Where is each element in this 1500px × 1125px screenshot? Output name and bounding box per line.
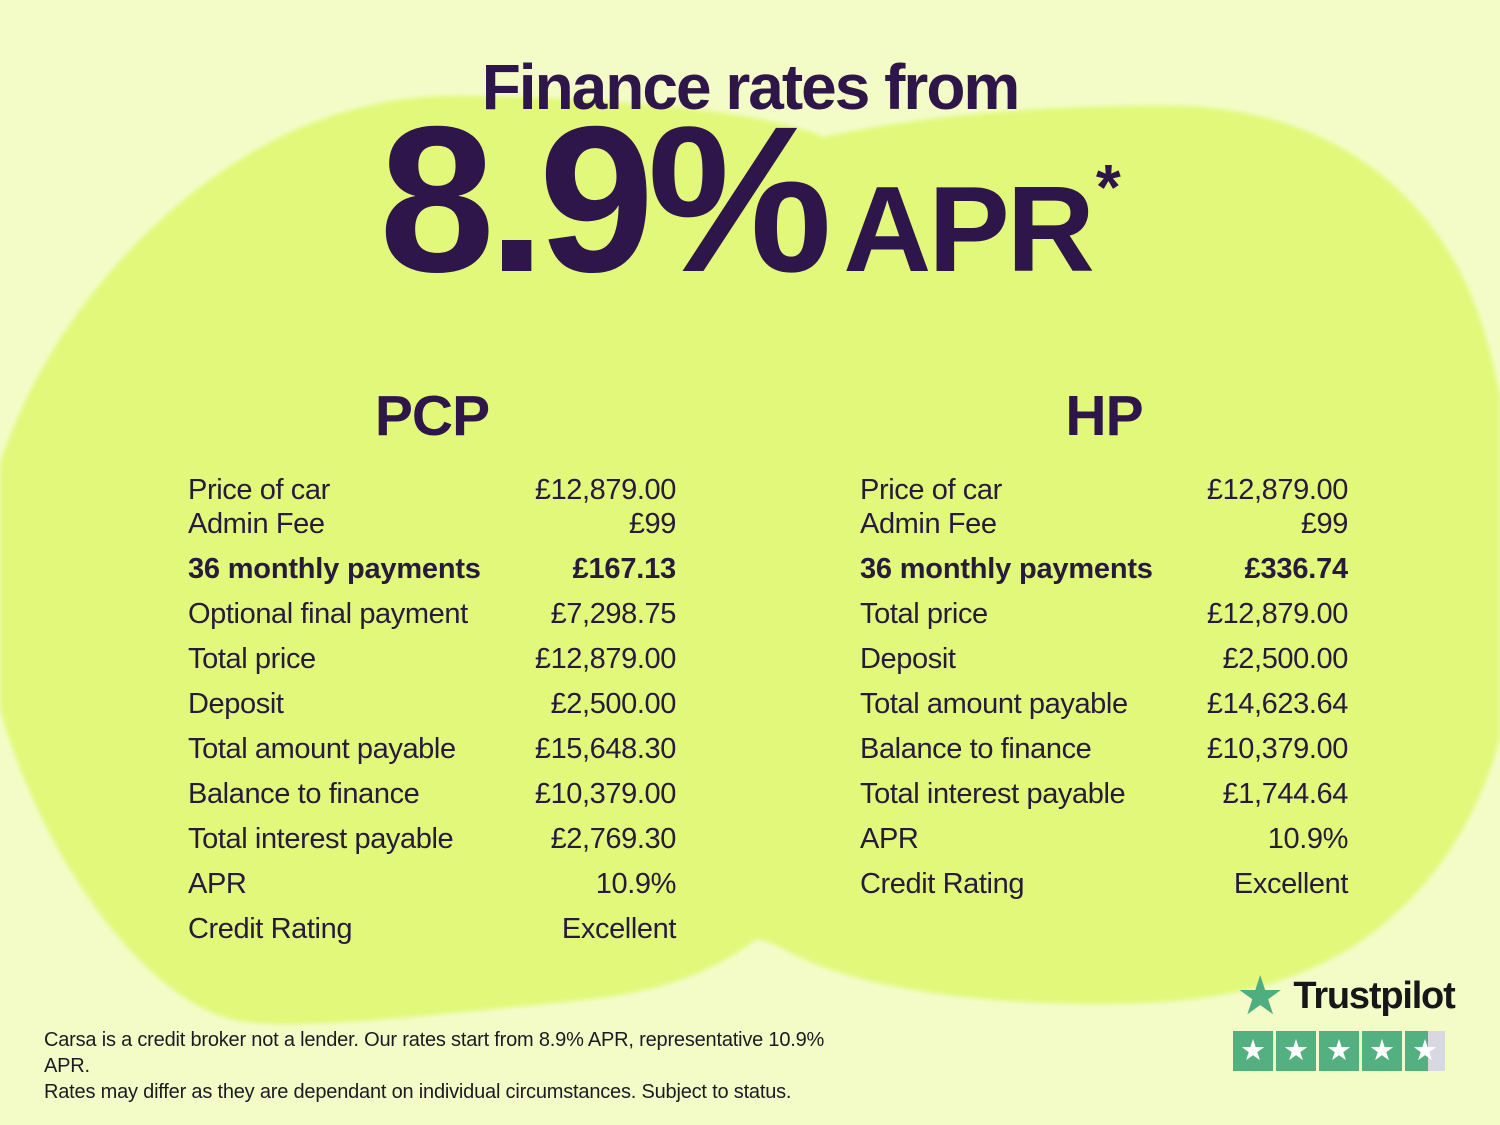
- trustpilot-brand-name: Trustpilot: [1293, 975, 1455, 1018]
- row-value: £167.13: [572, 552, 677, 585]
- row-label: 36 monthly payments: [860, 552, 1153, 585]
- row-label: Price of car: [188, 473, 330, 506]
- row-label: Total amount payable: [860, 687, 1128, 720]
- row-label: APR: [860, 822, 919, 855]
- row-label: Total price: [860, 597, 988, 630]
- disclaimer-line-1: Carsa is a credit broker not a lender. O…: [44, 1029, 825, 1077]
- row-label: Optional final payment: [188, 597, 468, 630]
- table-row: Total interest payable £1,744.64: [860, 777, 1348, 811]
- trustpilot-rating-stars: ★ ★ ★ ★ ★: [1233, 1031, 1445, 1071]
- page-title: Finance rates from: [481, 51, 1021, 123]
- row-value: £2,500.00: [1222, 642, 1349, 675]
- row-label: Total interest payable: [188, 822, 454, 855]
- right-blob-shape: [751, 105, 1500, 1004]
- table-row: Total price £12,879.00: [188, 642, 676, 676]
- row-label: Price of car: [860, 473, 1002, 506]
- row-label: APR: [188, 867, 247, 900]
- table-row: APR 10.9%: [860, 822, 1348, 856]
- row-value: £2,500.00: [550, 687, 677, 720]
- table-row: Price of car £12,879.00: [188, 473, 676, 507]
- row-value: £12,879.00: [534, 473, 677, 506]
- row-value: 10.9%: [595, 867, 677, 900]
- row-value: £1,744.64: [1222, 777, 1349, 810]
- trustpilot-star-icon: ★: [1236, 966, 1285, 1026]
- table-row: Total amount payable £14,623.64: [860, 687, 1348, 721]
- left-blob-shape: [0, 95, 898, 1025]
- row-value: £7,298.75: [550, 597, 677, 630]
- row-value: £12,879.00: [1206, 473, 1349, 506]
- row-value: £12,879.00: [534, 642, 677, 675]
- table-row: Total amount payable £15,648.30: [188, 732, 676, 766]
- table-row: Deposit £2,500.00: [860, 642, 1348, 676]
- table-row: Admin Fee £99: [860, 507, 1348, 541]
- column-header-pcp: PCP: [374, 384, 490, 448]
- table-row: Optional final payment £7,298.75: [188, 597, 676, 631]
- table-row: Deposit £2,500.00: [188, 687, 676, 721]
- rating-star-box: ★: [1233, 1031, 1273, 1071]
- star-icon: ★: [1240, 1034, 1266, 1067]
- disclaimer-line-2: Rates may differ as they are dependant o…: [44, 1081, 792, 1103]
- table-row: Balance to finance £10,379.00: [860, 732, 1348, 766]
- row-label: Deposit: [188, 687, 284, 720]
- row-label: Balance to finance: [860, 732, 1092, 765]
- rating-star-box: ★: [1319, 1031, 1359, 1071]
- star-icon: ★: [1283, 1034, 1309, 1067]
- column-header-hp: HP: [1065, 384, 1143, 448]
- row-label: Total amount payable: [188, 732, 456, 765]
- star-icon: ★: [1326, 1034, 1352, 1067]
- pcp-table: Price of car £12,879.00 Admin Fee £99 36…: [188, 473, 676, 946]
- headline: 8.9% APR*: [0, 96, 1500, 304]
- row-value: Excellent: [1233, 867, 1348, 900]
- table-row: 36 monthly payments £167.13: [188, 552, 676, 586]
- row-label: Deposit: [860, 642, 956, 675]
- trustpilot-logo: ★ Trustpilot: [1236, 966, 1456, 1026]
- rating-star-box-half: ★: [1405, 1031, 1445, 1071]
- row-value: £14,623.64: [1206, 687, 1349, 720]
- hp-table: Price of car £12,879.00 Admin Fee £99 36…: [860, 473, 1348, 901]
- disclaimer: Carsa is a credit broker not a lender. O…: [44, 1027, 864, 1105]
- row-value: £12,879.00: [1206, 597, 1349, 630]
- row-value: £99: [628, 507, 677, 540]
- table-row: Total price £12,879.00: [860, 597, 1348, 631]
- row-value: £15,648.30: [534, 732, 677, 765]
- row-value: £99: [1300, 507, 1349, 540]
- table-row: Credit Rating Excellent: [860, 867, 1348, 901]
- row-value: £2,769.30: [550, 822, 677, 855]
- table-row: Credit Rating Excellent: [188, 912, 676, 946]
- row-value: £10,379.00: [534, 777, 677, 810]
- row-label: Total interest payable: [860, 777, 1126, 810]
- table-row: Total interest payable £2,769.30: [188, 822, 676, 856]
- star-icon: ★: [1369, 1034, 1395, 1067]
- rating-star-box: ★: [1276, 1031, 1316, 1071]
- headline-unit: APR: [843, 161, 1095, 297]
- row-label: Admin Fee: [860, 507, 997, 540]
- row-label: Total price: [188, 642, 316, 675]
- table-row: APR 10.9%: [188, 867, 676, 901]
- row-value: 10.9%: [1267, 822, 1349, 855]
- headline-asterisk: *: [1095, 151, 1121, 223]
- row-label: Credit Rating: [188, 912, 353, 945]
- headline-rate: 8.9%: [379, 84, 832, 316]
- table-row: 36 monthly payments £336.74: [860, 552, 1348, 586]
- table-row: Admin Fee £99: [188, 507, 676, 541]
- row-label: Admin Fee: [188, 507, 325, 540]
- row-value: Excellent: [561, 912, 676, 945]
- rating-star-box: ★: [1362, 1031, 1402, 1071]
- row-value: £336.74: [1244, 552, 1349, 585]
- table-row: Balance to finance £10,379.00: [188, 777, 676, 811]
- row-label: Balance to finance: [188, 777, 420, 810]
- row-label: Credit Rating: [860, 867, 1025, 900]
- row-label: 36 monthly payments: [188, 552, 481, 585]
- table-row: Price of car £12,879.00: [860, 473, 1348, 507]
- star-icon: ★: [1412, 1034, 1438, 1067]
- row-value: £10,379.00: [1206, 732, 1349, 765]
